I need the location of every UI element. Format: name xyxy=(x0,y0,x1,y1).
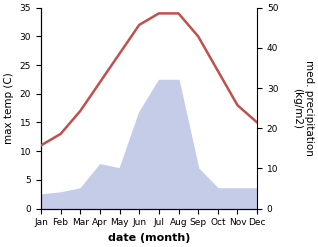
Y-axis label: med. precipitation
(kg/m2): med. precipitation (kg/m2) xyxy=(292,60,314,156)
Y-axis label: max temp (C): max temp (C) xyxy=(4,72,14,144)
X-axis label: date (month): date (month) xyxy=(108,233,190,243)
